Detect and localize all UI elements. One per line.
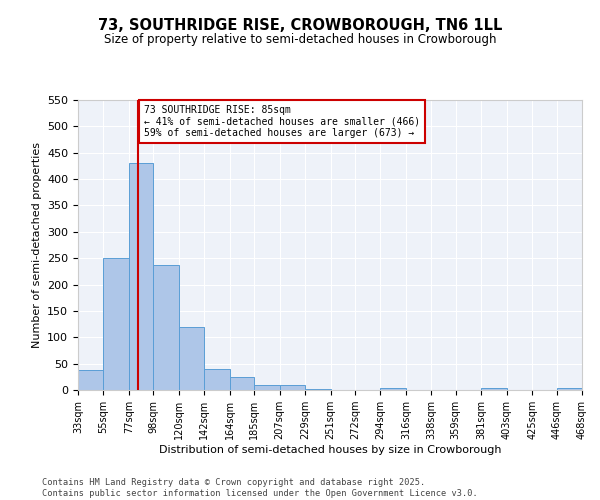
Text: Contains HM Land Registry data © Crown copyright and database right 2025.
Contai: Contains HM Land Registry data © Crown c… <box>42 478 478 498</box>
Bar <box>557 388 582 390</box>
Bar <box>204 369 230 390</box>
Bar <box>305 389 331 390</box>
Bar <box>154 265 179 390</box>
Bar <box>380 388 406 390</box>
Bar <box>78 370 103 390</box>
X-axis label: Distribution of semi-detached houses by size in Crowborough: Distribution of semi-detached houses by … <box>159 445 501 455</box>
Text: 73, SOUTHRIDGE RISE, CROWBOROUGH, TN6 1LL: 73, SOUTHRIDGE RISE, CROWBOROUGH, TN6 1L… <box>98 18 502 32</box>
Bar <box>254 384 280 390</box>
Bar <box>230 377 254 390</box>
Text: 73 SOUTHRIDGE RISE: 85sqm
← 41% of semi-detached houses are smaller (466)
59% of: 73 SOUTHRIDGE RISE: 85sqm ← 41% of semi-… <box>144 106 420 138</box>
Y-axis label: Number of semi-detached properties: Number of semi-detached properties <box>32 142 41 348</box>
Bar <box>481 388 506 390</box>
Bar <box>103 258 129 390</box>
Bar <box>129 164 154 390</box>
Text: Size of property relative to semi-detached houses in Crowborough: Size of property relative to semi-detach… <box>104 32 496 46</box>
Bar <box>280 386 305 390</box>
Bar <box>179 328 204 390</box>
